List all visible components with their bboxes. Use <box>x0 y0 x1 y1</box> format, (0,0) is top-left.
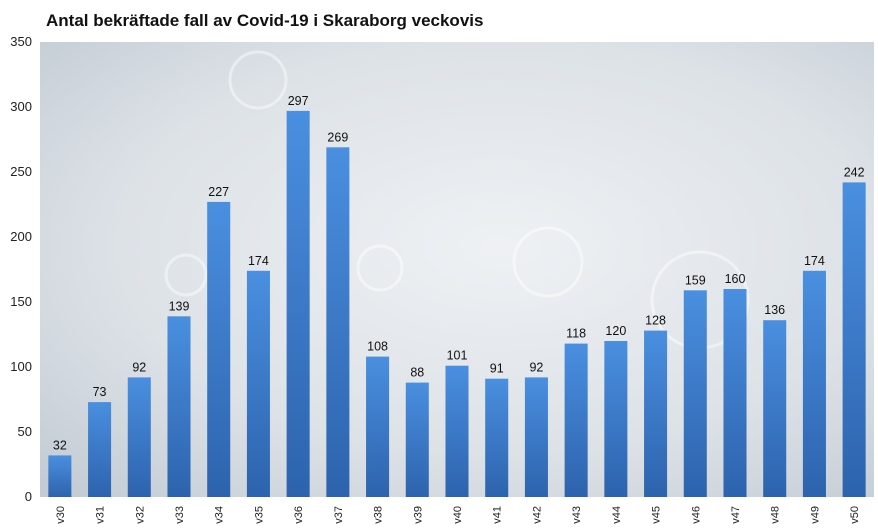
bar <box>485 378 509 497</box>
x-tick-label: v43 <box>571 506 583 524</box>
bar <box>524 377 548 497</box>
x-tick-label: v40 <box>452 506 464 524</box>
data-label: 118 <box>566 327 586 341</box>
bar <box>167 316 191 497</box>
data-label: 101 <box>447 349 468 363</box>
y-tick-label: 0 <box>25 489 32 504</box>
x-tick-label: v31 <box>95 506 107 524</box>
data-label: 174 <box>248 254 269 268</box>
y-tick-label: 250 <box>10 164 32 179</box>
x-tick-label: v39 <box>412 506 424 524</box>
x-tick-label: v44 <box>611 506 623 524</box>
virus-background-decoration <box>164 50 750 350</box>
y-tick-label: 150 <box>10 294 32 309</box>
x-tick-label: v46 <box>690 506 702 524</box>
bar <box>564 343 588 497</box>
data-label: 139 <box>169 299 190 313</box>
bar <box>405 382 429 497</box>
bar <box>644 330 668 497</box>
x-tick-label: v33 <box>174 506 186 524</box>
x-tick-label: v38 <box>373 506 385 524</box>
data-label: 174 <box>804 254 825 268</box>
data-label: 32 <box>53 438 67 452</box>
bar <box>802 270 826 497</box>
x-tick-label: v50 <box>849 506 861 524</box>
data-label: 159 <box>685 273 706 287</box>
x-tick-label: v47 <box>730 506 742 524</box>
data-label: 120 <box>605 324 626 338</box>
bar <box>207 201 231 497</box>
x-tick-label: v34 <box>214 506 226 524</box>
x-axis: v30 v31 v32 v33 v34 v35 v36 v37 v38 v39 v40 v41 v42 v… <box>55 506 861 524</box>
x-tick-label: v48 <box>770 506 782 524</box>
data-label: 73 <box>93 385 107 399</box>
bar <box>88 402 112 497</box>
chart-title: Antal bekräftade fall av Covid-19 i Skar… <box>46 11 483 30</box>
y-tick-label: 50 <box>18 424 32 439</box>
data-label: 92 <box>529 360 543 374</box>
bar <box>48 455 72 497</box>
y-tick-label: 200 <box>10 229 32 244</box>
data-label: 160 <box>725 272 746 286</box>
data-label: 92 <box>132 360 146 374</box>
data-label: 108 <box>367 340 388 354</box>
data-label: 269 <box>327 130 348 144</box>
bar <box>763 320 787 497</box>
data-label: 297 <box>288 94 309 108</box>
x-tick-label: v35 <box>253 506 265 524</box>
x-tick-label: v42 <box>531 506 543 524</box>
data-label: 227 <box>208 185 229 199</box>
x-tick-label: v32 <box>134 506 146 524</box>
data-label: 91 <box>490 362 504 376</box>
bar <box>604 341 628 497</box>
bars: 32 73 92 139 227 174 297 269 108 88 101 91 92 118 120 1… <box>48 94 866 498</box>
x-tick-label: v30 <box>55 506 67 524</box>
bar <box>723 289 747 497</box>
x-tick-label: v49 <box>809 506 821 524</box>
bar <box>683 290 707 497</box>
y-tick-label: 100 <box>10 359 32 374</box>
bar <box>445 365 469 497</box>
bar <box>366 356 390 497</box>
data-label: 242 <box>844 165 865 179</box>
y-tick-label: 300 <box>10 99 32 114</box>
x-tick-label: v37 <box>333 506 345 524</box>
x-tick-label: v36 <box>293 506 305 524</box>
bar <box>842 182 866 497</box>
y-axis: 0 50 100 150 200 250 300 350 <box>10 34 32 504</box>
data-label: 128 <box>645 314 666 328</box>
bar <box>246 270 270 497</box>
bar <box>127 377 151 497</box>
x-tick-label: v41 <box>492 506 504 524</box>
y-tick-label: 350 <box>10 34 32 49</box>
bar <box>286 110 310 498</box>
data-label: 88 <box>410 366 424 380</box>
bar <box>326 147 350 498</box>
x-tick-label: v45 <box>651 506 663 524</box>
data-label: 136 <box>764 303 785 317</box>
